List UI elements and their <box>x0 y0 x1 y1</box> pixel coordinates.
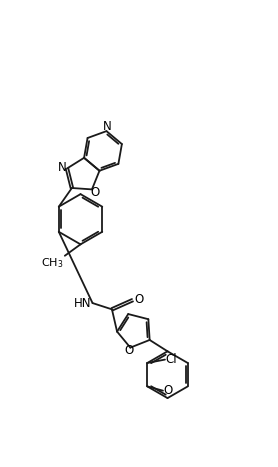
Text: N: N <box>58 161 67 174</box>
Text: O: O <box>90 186 99 199</box>
Text: O: O <box>134 293 143 306</box>
Text: O: O <box>164 384 173 397</box>
Text: N: N <box>103 120 112 134</box>
Text: O: O <box>125 345 134 357</box>
Text: Cl: Cl <box>166 353 177 366</box>
Text: HN: HN <box>74 297 91 310</box>
Text: CH$_3$: CH$_3$ <box>41 256 63 270</box>
